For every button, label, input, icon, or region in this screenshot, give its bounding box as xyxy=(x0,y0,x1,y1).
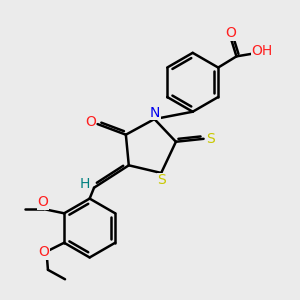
Text: S: S xyxy=(207,132,215,146)
Text: O: O xyxy=(85,115,96,129)
Text: O: O xyxy=(38,195,48,209)
Text: H: H xyxy=(80,177,90,191)
Text: O: O xyxy=(38,245,49,259)
Text: OH: OH xyxy=(252,44,273,58)
Text: S: S xyxy=(158,173,166,187)
Text: N: N xyxy=(150,106,160,120)
Text: O: O xyxy=(225,26,236,40)
